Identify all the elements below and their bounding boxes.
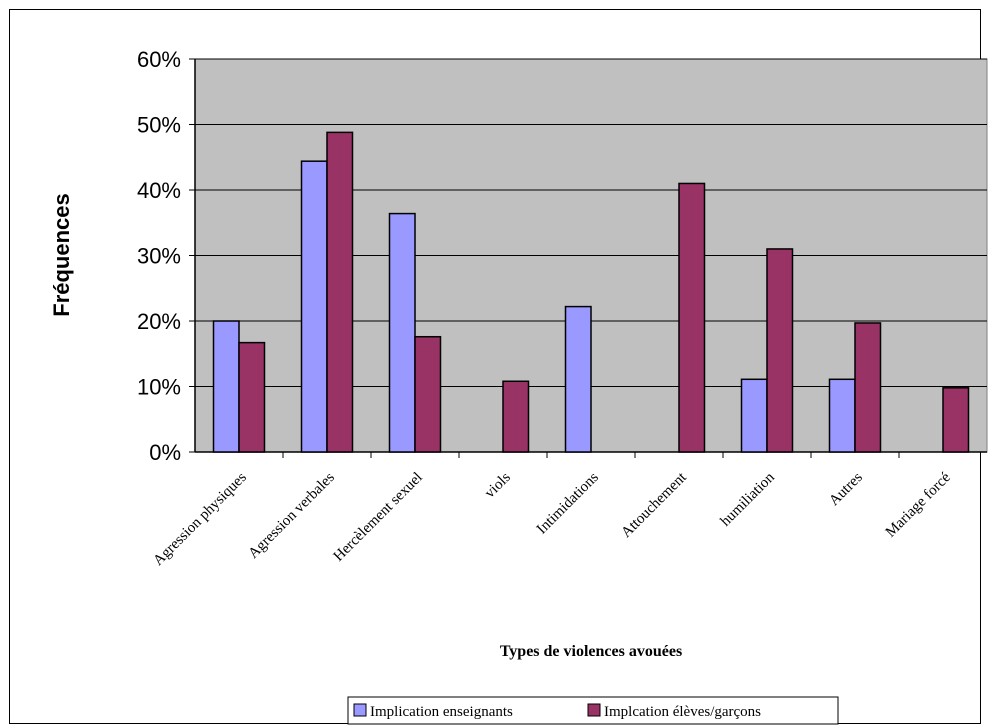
- y-tick-label: 50%: [137, 113, 181, 138]
- x-tick-label: Autres: [826, 469, 866, 509]
- bar-eleves: [766, 248, 794, 453]
- bar-enseignants: [740, 378, 768, 453]
- bar-enseignants: [828, 378, 856, 453]
- y-tick-label: 10%: [137, 375, 181, 400]
- y-tick-label: 20%: [137, 309, 181, 334]
- x-tick-label: Intimidations: [534, 469, 602, 537]
- bar-enseignants: [212, 320, 240, 453]
- bar-eleves: [502, 380, 530, 453]
- bar-eleves: [414, 335, 442, 453]
- y-tick-labels: 0% 10% 20% 30% 40% 50% 60%: [137, 47, 181, 465]
- legend-swatch: [353, 703, 367, 717]
- x-tick-label: Mariage forcé: [883, 469, 954, 540]
- bar-eleves: [678, 182, 706, 453]
- bar-eleves: [238, 341, 266, 453]
- bar-eleves: [942, 387, 970, 453]
- bar-enseignants: [564, 305, 592, 453]
- x-tick-label: Hercèlement sexuel: [331, 470, 426, 565]
- bar-eleves: [326, 131, 354, 453]
- x-tick-label: Attouchement: [618, 469, 690, 541]
- x-tick-label: viols: [482, 469, 514, 501]
- legend: Implication enseignants Implcation élèves…: [347, 696, 839, 725]
- y-axis-title: Fréquences: [49, 193, 74, 317]
- x-tick-label: Agression verbales: [246, 469, 338, 561]
- y-tick-label: 0%: [149, 440, 181, 465]
- bar-enseignants: [300, 160, 328, 453]
- legend-label: Implcation élèves/garçons: [604, 704, 761, 720]
- bar-enseignants: [388, 212, 416, 453]
- y-tick-label: 30%: [137, 244, 181, 269]
- bar-eleves: [854, 322, 882, 453]
- x-tick-label: Agression physiques: [150, 469, 250, 569]
- legend-label: Implication enseignants: [370, 704, 513, 720]
- y-tick-label: 60%: [137, 47, 181, 72]
- y-tick-label: 40%: [137, 178, 181, 203]
- bars: [212, 131, 970, 453]
- legend-swatch: [587, 703, 601, 717]
- x-axis-title: Types de violences avouées: [500, 643, 682, 660]
- x-tick-label: humiliation: [718, 469, 779, 530]
